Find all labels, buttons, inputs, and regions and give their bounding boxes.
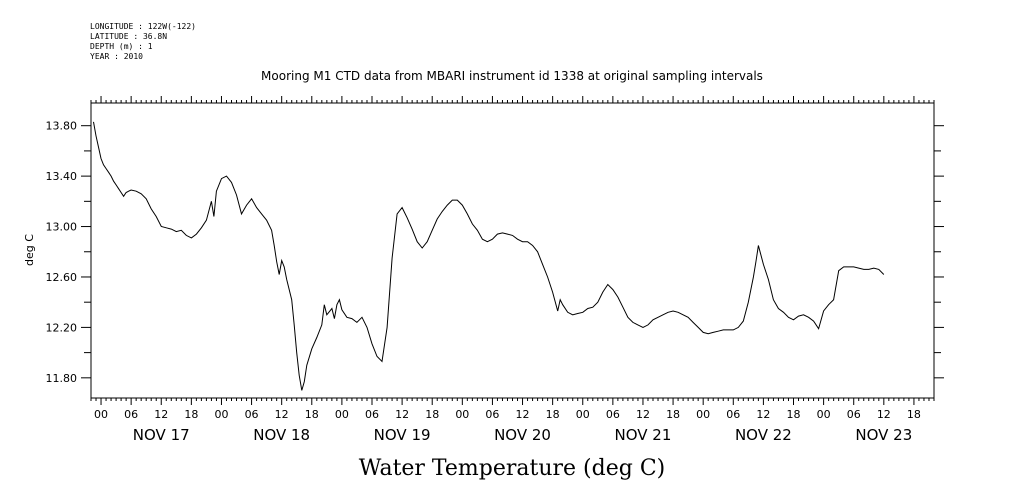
hour-tick-label: 00: [696, 408, 710, 421]
chart-title: Mooring M1 CTD data from MBARI instrumen…: [261, 69, 763, 83]
hour-tick-label: 12: [516, 408, 530, 421]
hour-tick-label: 06: [847, 408, 861, 421]
hour-tick-label: 12: [636, 408, 650, 421]
hour-tick-label: 06: [485, 408, 499, 421]
x-axis-label: Water Temperature (deg C): [359, 456, 666, 481]
y-tick-labels: 13.80 13.40 13.00 12.60 12.20 11.80: [46, 120, 78, 385]
day-label: NOV 21: [615, 426, 672, 444]
depth-label: DEPTH (m) : 1: [90, 42, 153, 51]
x-tick-labels: 00 06 12 18 00 06 12 18 00 06 12 18 00 06 12 18 00 06 12 18…: [94, 408, 921, 444]
temperature-series-line: [93, 121, 885, 391]
hour-tick-label: 18: [546, 408, 560, 421]
hour-tick-label: 18: [425, 408, 439, 421]
hour-tick-label: 18: [305, 408, 319, 421]
hour-tick-label: 06: [606, 408, 620, 421]
y-tick-label: 11.80: [46, 372, 78, 385]
hour-tick-label: 12: [877, 408, 891, 421]
y-axis-label: deg C: [23, 234, 36, 266]
latitude-label: LATITUDE : 36.8N: [90, 32, 168, 41]
day-label: NOV 22: [735, 426, 792, 444]
hour-tick-label: 00: [94, 408, 108, 421]
longitude-label: LONGITUDE : 122W(-122): [90, 22, 196, 31]
day-label: NOV 23: [855, 426, 912, 444]
day-label: NOV 20: [494, 426, 551, 444]
y-tick-label: 13.00: [46, 221, 78, 234]
hour-tick-label: 00: [214, 408, 228, 421]
hour-tick-label: 12: [756, 408, 770, 421]
plot-frame: [90, 102, 935, 399]
hour-tick-label: 06: [726, 408, 740, 421]
year-label: YEAR : 2010: [90, 52, 143, 61]
hour-tick-label: 00: [455, 408, 469, 421]
day-label: NOV 19: [374, 426, 431, 444]
hour-tick-label: 00: [817, 408, 831, 421]
hour-tick-label: 00: [576, 408, 590, 421]
hour-tick-label: 06: [124, 408, 138, 421]
axis-ticks: [81, 96, 944, 405]
hour-tick-label: 18: [184, 408, 198, 421]
day-label: NOV 17: [133, 426, 190, 444]
hour-tick-label: 12: [154, 408, 168, 421]
day-label: NOV 18: [253, 426, 310, 444]
hour-tick-label: 12: [275, 408, 289, 421]
y-tick-label: 12.60: [46, 271, 78, 284]
hour-tick-label: 00: [335, 408, 349, 421]
y-tick-label: 13.40: [46, 170, 78, 183]
hour-tick-label: 12: [395, 408, 409, 421]
y-tick-label: 12.20: [46, 321, 78, 334]
hour-tick-label: 06: [245, 408, 259, 421]
hour-tick-label: 18: [907, 408, 921, 421]
hour-tick-label: 18: [666, 408, 680, 421]
hour-tick-label: 18: [787, 408, 801, 421]
hour-tick-label: 06: [365, 408, 379, 421]
metadata-block: LONGITUDE : 122W(-122) LATITUDE : 36.8N …: [90, 22, 196, 62]
y-tick-label: 13.80: [46, 120, 78, 133]
